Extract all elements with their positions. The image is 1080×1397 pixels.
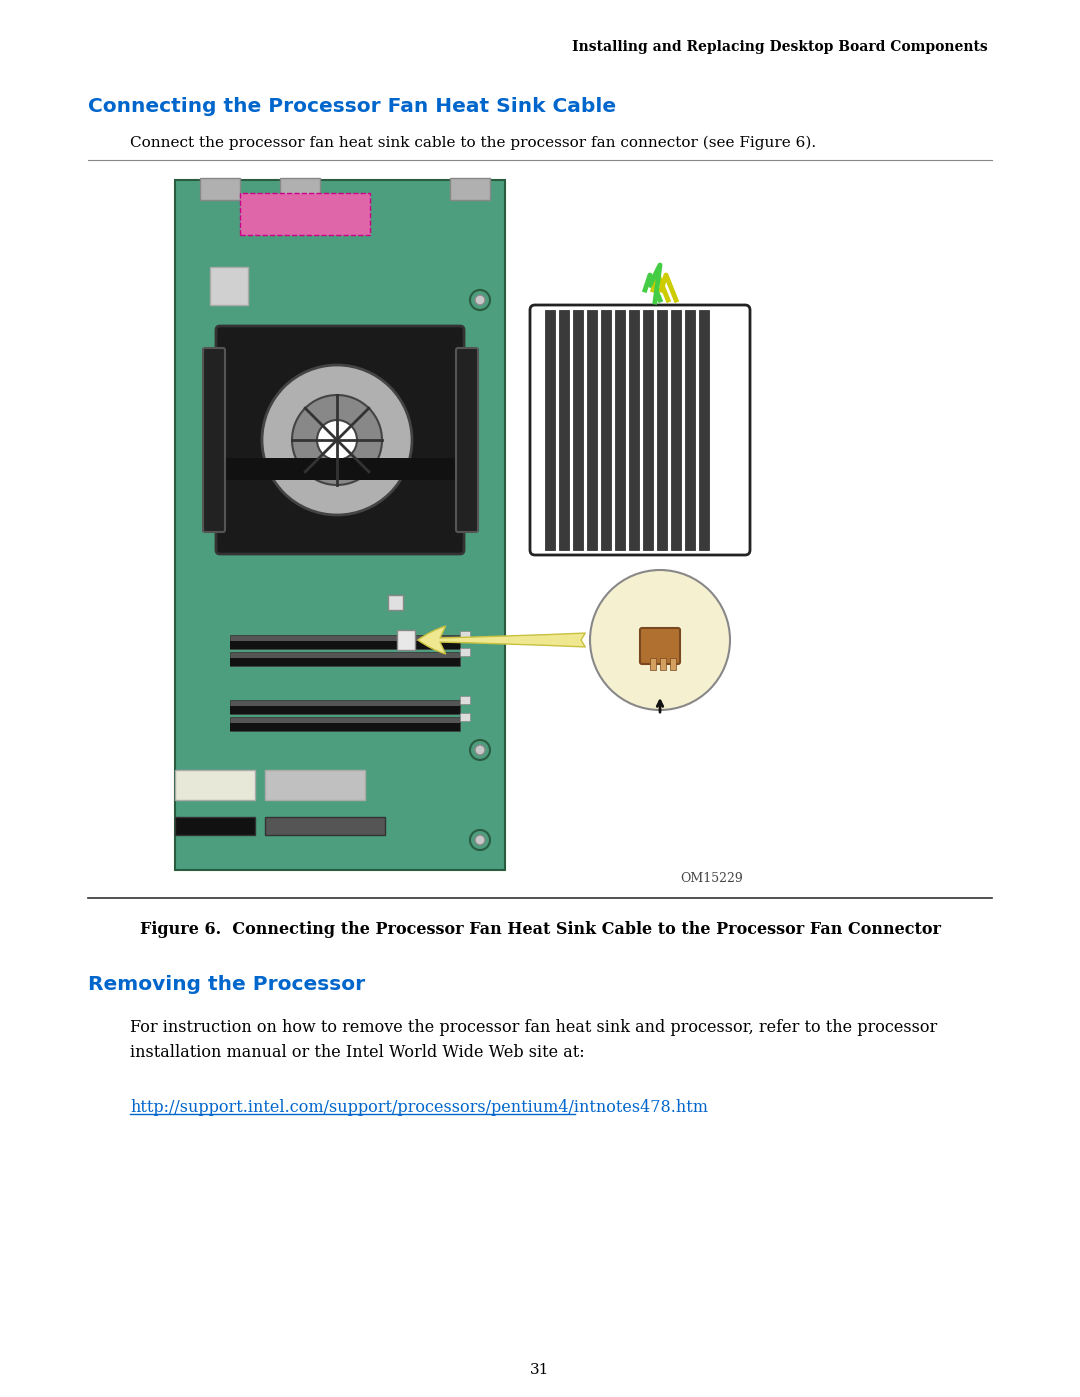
FancyBboxPatch shape xyxy=(456,348,478,532)
Bar xyxy=(388,595,403,610)
Bar xyxy=(685,310,696,550)
Text: Connecting the Processor Fan Heat Sink Cable: Connecting the Processor Fan Heat Sink C… xyxy=(87,98,616,116)
Bar xyxy=(660,658,666,671)
Bar xyxy=(230,641,460,650)
FancyBboxPatch shape xyxy=(175,180,505,870)
Bar xyxy=(200,177,240,200)
Bar xyxy=(559,310,569,550)
Text: http://support.intel.com/support/processors/pentium4/intnotes478.htm: http://support.intel.com/support/process… xyxy=(130,1099,708,1116)
Text: Removing the Processor: Removing the Processor xyxy=(87,975,365,995)
FancyArrowPatch shape xyxy=(418,626,585,654)
Bar xyxy=(460,712,470,721)
FancyBboxPatch shape xyxy=(640,629,680,664)
Circle shape xyxy=(590,570,730,710)
Bar xyxy=(460,696,470,704)
Circle shape xyxy=(470,291,490,310)
Bar xyxy=(265,770,365,800)
Bar xyxy=(230,717,460,731)
Circle shape xyxy=(318,420,357,460)
Bar xyxy=(600,310,611,550)
Bar xyxy=(643,310,653,550)
Bar xyxy=(460,631,470,640)
Bar xyxy=(210,267,248,305)
Bar xyxy=(629,310,639,550)
Bar xyxy=(671,310,681,550)
Text: 31: 31 xyxy=(530,1363,550,1377)
Text: Figure 6.  Connecting the Processor Fan Heat Sink Cable to the Processor Fan Con: Figure 6. Connecting the Processor Fan H… xyxy=(139,922,941,939)
Circle shape xyxy=(475,295,485,305)
Bar xyxy=(699,310,708,550)
Bar xyxy=(460,648,470,657)
Bar xyxy=(265,817,384,835)
Bar xyxy=(175,770,255,800)
Circle shape xyxy=(470,740,490,760)
FancyBboxPatch shape xyxy=(203,348,225,532)
FancyBboxPatch shape xyxy=(216,326,464,555)
Bar xyxy=(230,636,460,650)
Bar xyxy=(588,310,597,550)
Circle shape xyxy=(475,835,485,845)
Text: OM15229: OM15229 xyxy=(680,872,743,884)
Text: Installing and Replacing Desktop Board Components: Installing and Replacing Desktop Board C… xyxy=(572,41,988,54)
Text: For instruction on how to remove the processor fan heat sink and processor, refe: For instruction on how to remove the pro… xyxy=(130,1018,937,1060)
FancyBboxPatch shape xyxy=(240,193,370,235)
Bar xyxy=(573,310,583,550)
Circle shape xyxy=(470,830,490,849)
Text: Connect the processor fan heat sink cable to the processor fan connector (see Fi: Connect the processor fan heat sink cabl… xyxy=(130,136,816,151)
Bar xyxy=(670,658,676,671)
Bar xyxy=(615,310,625,550)
Bar xyxy=(230,724,460,731)
Circle shape xyxy=(262,365,411,515)
Bar xyxy=(220,458,460,481)
Bar xyxy=(230,707,460,714)
Circle shape xyxy=(292,395,382,485)
Bar xyxy=(230,700,460,714)
Bar xyxy=(397,630,415,650)
Bar xyxy=(650,658,656,671)
Bar xyxy=(657,310,667,550)
Bar xyxy=(230,658,460,666)
Bar xyxy=(545,310,555,550)
Bar xyxy=(280,177,320,200)
Bar xyxy=(230,652,460,666)
Circle shape xyxy=(475,745,485,754)
Bar xyxy=(175,817,255,835)
Bar xyxy=(450,177,490,200)
